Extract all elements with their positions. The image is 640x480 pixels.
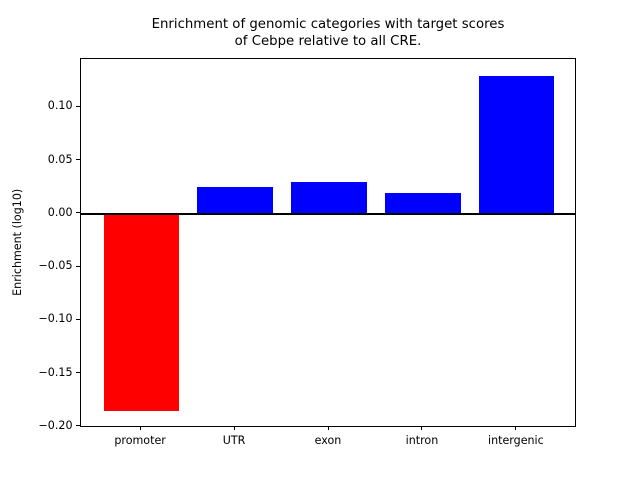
- x-tick-label: promoter: [114, 433, 166, 447]
- y-tick-label: −0.20: [38, 418, 73, 432]
- x-tick: [327, 426, 329, 431]
- chart-title-line-2: of Cebpe relative to all CRE.: [234, 33, 422, 49]
- y-tick: [76, 425, 80, 427]
- y-tick-label: 0.00: [47, 205, 73, 219]
- x-tick: [139, 426, 141, 431]
- plot-area: [80, 57, 576, 427]
- y-tick: [76, 372, 80, 374]
- y-tick-label: 0.10: [47, 99, 73, 113]
- bar-UTR: [197, 187, 273, 214]
- x-tick-label: exon: [314, 433, 342, 447]
- y-tick: [76, 159, 80, 161]
- y-tick: [76, 105, 80, 107]
- chart-title-line-1: Enrichment of genomic categories with ta…: [151, 17, 505, 32]
- y-tick-label: −0.05: [38, 259, 73, 273]
- y-tick: [76, 265, 80, 267]
- y-tick-label: −0.10: [38, 312, 73, 326]
- x-tick: [515, 426, 517, 431]
- zero-line: [81, 212, 575, 216]
- x-tick-label: UTR: [222, 433, 246, 447]
- y-tick-label: 0.05: [47, 152, 73, 166]
- x-tick-label: intron: [405, 433, 439, 447]
- x-tick-label: intergenic: [488, 433, 544, 447]
- bar-promoter: [103, 213, 179, 411]
- bar-intergenic: [479, 75, 555, 214]
- y-tick: [76, 318, 80, 320]
- bar-intron: [385, 192, 461, 214]
- y-tick-label: −0.15: [38, 365, 73, 379]
- x-tick: [233, 426, 235, 431]
- chart-title: Enrichment of genomic categories with ta…: [80, 17, 576, 50]
- x-tick: [421, 426, 423, 431]
- y-tick: [76, 212, 80, 214]
- bar-exon: [291, 181, 367, 214]
